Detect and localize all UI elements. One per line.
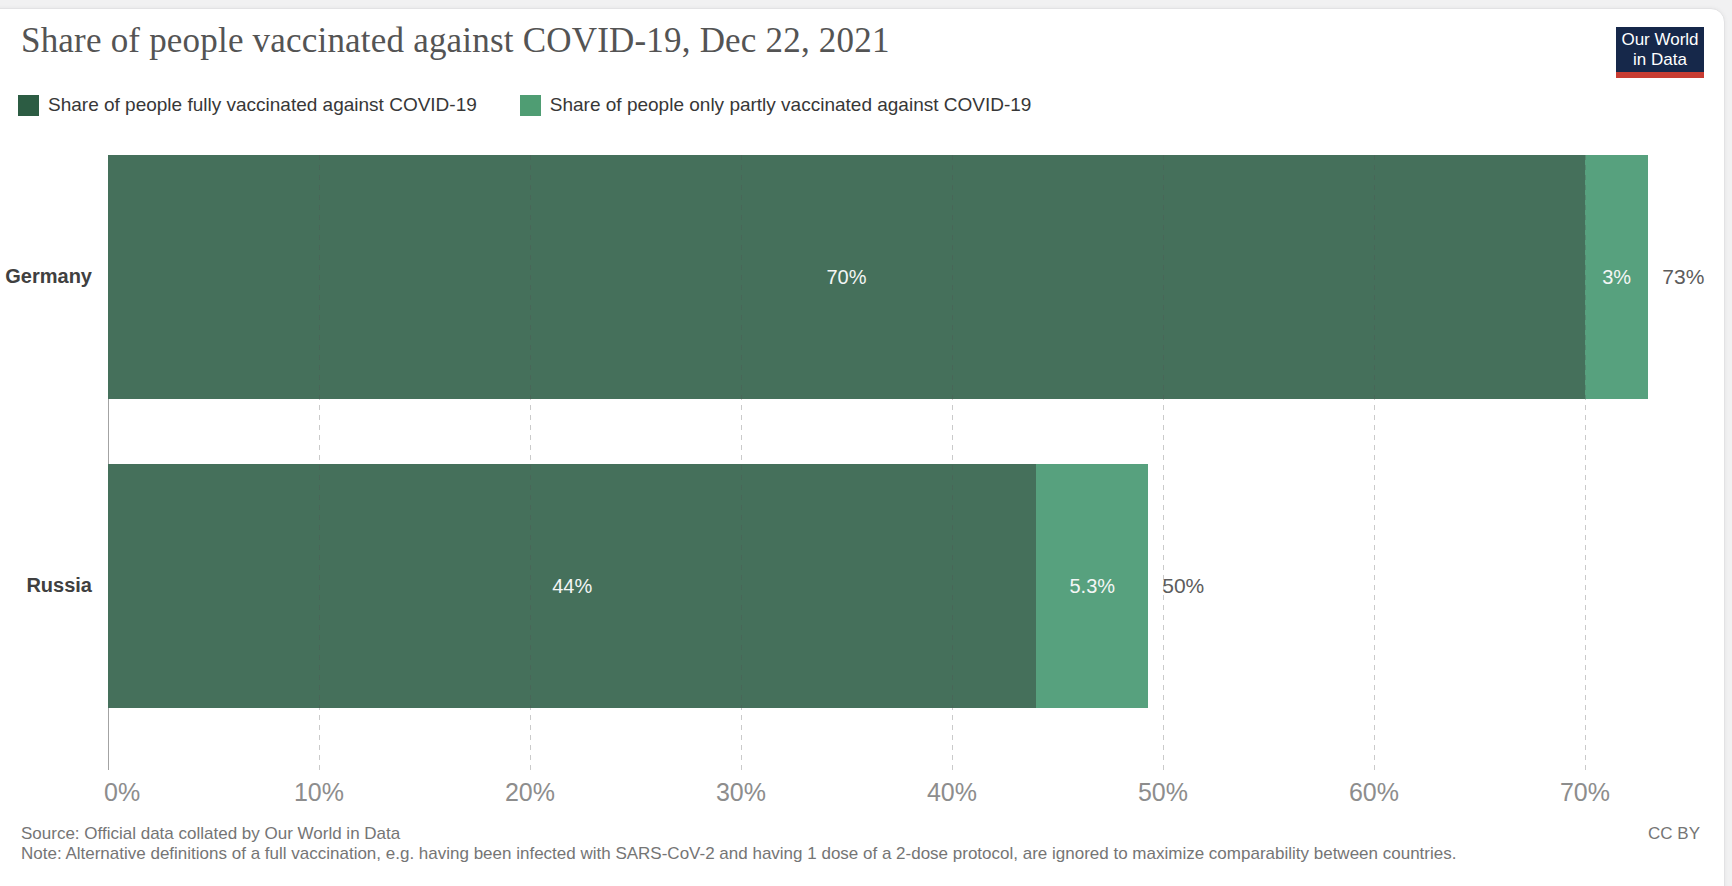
source-line: Source: Official data collated by Our Wo… — [21, 824, 1456, 844]
x-tick-label-10: 10% — [274, 778, 364, 807]
note-line: Note: Alternative definitions of a full … — [21, 844, 1456, 864]
russia-fully-value-label: 44% — [552, 575, 592, 598]
germany-fully-vaccinated-bar[interactable]: 70% — [108, 155, 1585, 399]
chart-page: Share of people vaccinated against COVID… — [0, 0, 1732, 886]
germany-total-label: 73% — [1662, 265, 1704, 289]
x-tick-label-50: 50% — [1118, 778, 1208, 807]
gridline-50 — [1163, 155, 1164, 770]
gridline-20 — [530, 155, 531, 770]
x-tick-label-20: 20% — [485, 778, 575, 807]
russia-total-label: 50% — [1162, 574, 1204, 598]
x-tick-label-70: 70% — [1540, 778, 1630, 807]
row-label-russia: Russia — [0, 574, 92, 597]
gridline-30 — [741, 155, 742, 770]
russia-fully-vaccinated-bar[interactable]: 44% — [108, 464, 1036, 708]
gridline-40 — [952, 155, 953, 770]
germany-partly-vaccinated-bar[interactable]: 3% — [1585, 155, 1648, 399]
footer-text: Source: Official data collated by Our Wo… — [21, 824, 1456, 864]
x-tick-label-0: 0% — [104, 778, 140, 807]
bar-chart-plot: Germany 70% 3% 73% Russia 44% 5.3% 50% 0% 10% 20% 3… — [0, 0, 1732, 886]
row-label-germany: Germany — [0, 265, 92, 288]
x-tick-label-60: 60% — [1329, 778, 1419, 807]
license-link[interactable]: CC BY — [1648, 824, 1700, 844]
germany-partly-value-label: 3% — [1602, 266, 1631, 289]
gridline-10 — [319, 155, 320, 770]
germany-fully-value-label: 70% — [826, 266, 866, 289]
x-tick-label-40: 40% — [907, 778, 997, 807]
gridline-70 — [1585, 155, 1586, 770]
gridline-60 — [1374, 155, 1375, 770]
x-tick-label-30: 30% — [696, 778, 786, 807]
russia-partly-value-label: 5.3% — [1070, 575, 1116, 598]
russia-partly-vaccinated-bar[interactable]: 5.3% — [1036, 464, 1148, 708]
